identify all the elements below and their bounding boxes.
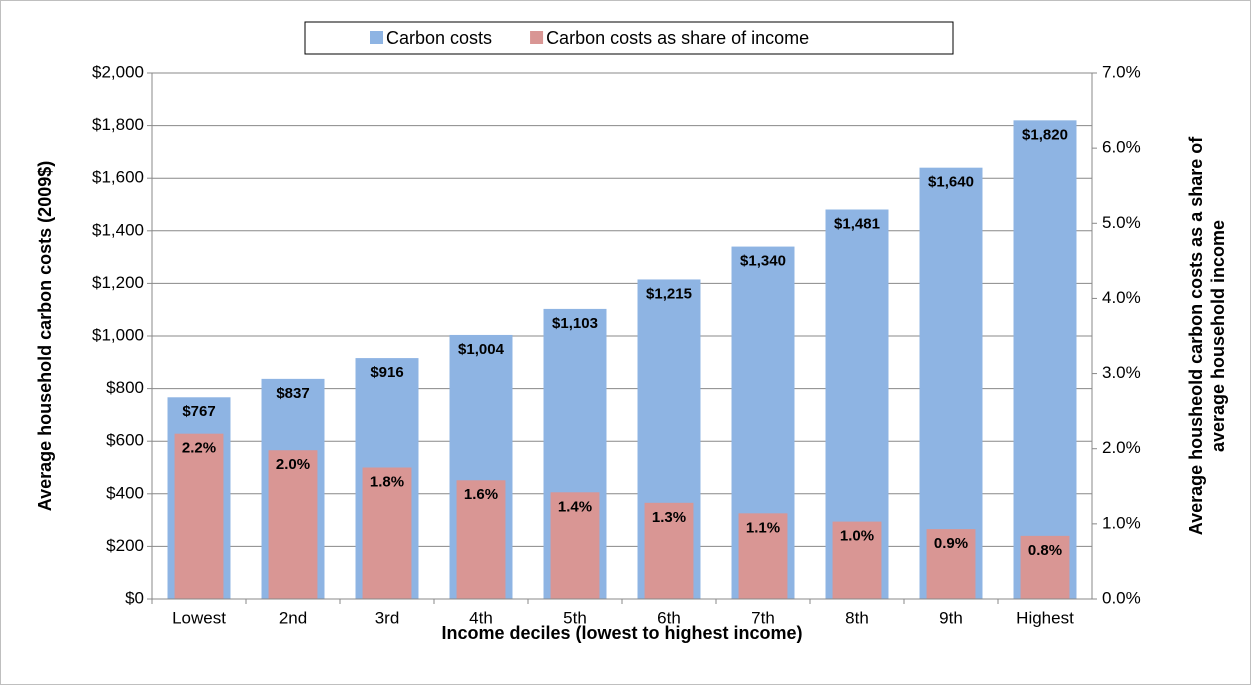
value-label: $1,004 — [458, 341, 505, 358]
x-tick-label: 3rd — [375, 608, 400, 627]
y-tick-label: $800 — [106, 378, 144, 397]
x-tick-label: 6th — [657, 608, 681, 627]
y2-tick-label: 5.0% — [1102, 213, 1141, 232]
bar — [268, 450, 318, 599]
y-tick-label: $2,000 — [92, 62, 144, 81]
x-tick-label: 2nd — [279, 608, 307, 627]
y-tick-label: $1,000 — [92, 325, 144, 344]
x-tick-label: 4th — [469, 608, 493, 627]
value-label: 2.2% — [182, 440, 216, 457]
legend-box — [304, 21, 954, 55]
x-tick-label: 5th — [563, 608, 587, 627]
value-label: $1,640 — [928, 174, 974, 191]
y2-tick-label: 7.0% — [1102, 62, 1141, 81]
y2-axis-title-text: Average housheold carbon costs as a shar… — [1186, 136, 1228, 535]
y-tick-label: $400 — [106, 483, 144, 502]
y-tick-label: $200 — [106, 536, 144, 555]
y-tick-label: $1,600 — [92, 168, 144, 187]
legend-swatch — [530, 31, 544, 44]
bar — [738, 513, 788, 599]
x-tick-label: 8th — [845, 608, 869, 627]
value-label: 1.3% — [652, 509, 686, 526]
value-label: 1.8% — [370, 473, 404, 490]
y-tick-label: $1,400 — [92, 220, 144, 239]
x-tick-label: Highest — [1016, 608, 1074, 627]
x-tick-label: 9th — [939, 608, 963, 627]
value-label: 1.6% — [464, 486, 498, 503]
value-label: 0.9% — [934, 535, 968, 552]
value-label: 0.8% — [1028, 542, 1062, 559]
value-label: $1,481 — [834, 215, 880, 232]
value-label: $1,215 — [646, 285, 692, 302]
x-tick-label: Lowest — [172, 608, 226, 627]
bar — [456, 480, 506, 599]
y-tick-label: $600 — [106, 431, 144, 450]
value-label: 1.1% — [746, 519, 780, 536]
y-tick-label: $1,200 — [92, 273, 144, 292]
value-label: $1,340 — [740, 253, 786, 270]
y2-tick-label: 1.0% — [1102, 513, 1141, 532]
value-label: $916 — [370, 364, 403, 381]
legend-label: Carbon costs — [386, 28, 492, 48]
value-label: 1.0% — [840, 528, 874, 545]
bar — [550, 492, 600, 599]
legend-swatch — [370, 31, 383, 44]
y2-tick-label: 3.0% — [1102, 363, 1141, 382]
y-tick-label: $0 — [125, 588, 144, 607]
y-axis-title: Average household carbon costs (2009$) — [35, 161, 55, 511]
bar — [919, 167, 983, 599]
value-label: 1.4% — [558, 498, 592, 515]
legend-label: Carbon costs as share of income — [546, 28, 809, 48]
y2-axis-title: Average housheold carbon costs as a shar… — [1186, 136, 1228, 535]
value-label: $1,103 — [552, 315, 598, 332]
bar — [362, 467, 412, 599]
y2-tick-label: 0.0% — [1102, 588, 1141, 607]
y2-tick-label: 4.0% — [1102, 288, 1141, 307]
x-axis-title: Income deciles (lowest to highest income… — [441, 623, 802, 643]
x-tick-label: 7th — [751, 608, 775, 627]
value-label: $837 — [276, 385, 309, 402]
bar — [1020, 535, 1070, 599]
y-tick-label: $1,800 — [92, 115, 144, 134]
value-label: $1,820 — [1022, 126, 1068, 143]
value-label: $767 — [182, 403, 215, 420]
y2-tick-label: 6.0% — [1102, 138, 1141, 157]
bar — [644, 502, 694, 599]
bar — [926, 529, 976, 599]
bar — [1013, 120, 1077, 599]
y2-tick-label: 2.0% — [1102, 438, 1141, 457]
bar — [832, 521, 882, 599]
bar — [174, 433, 224, 599]
value-label: 2.0% — [276, 456, 310, 473]
